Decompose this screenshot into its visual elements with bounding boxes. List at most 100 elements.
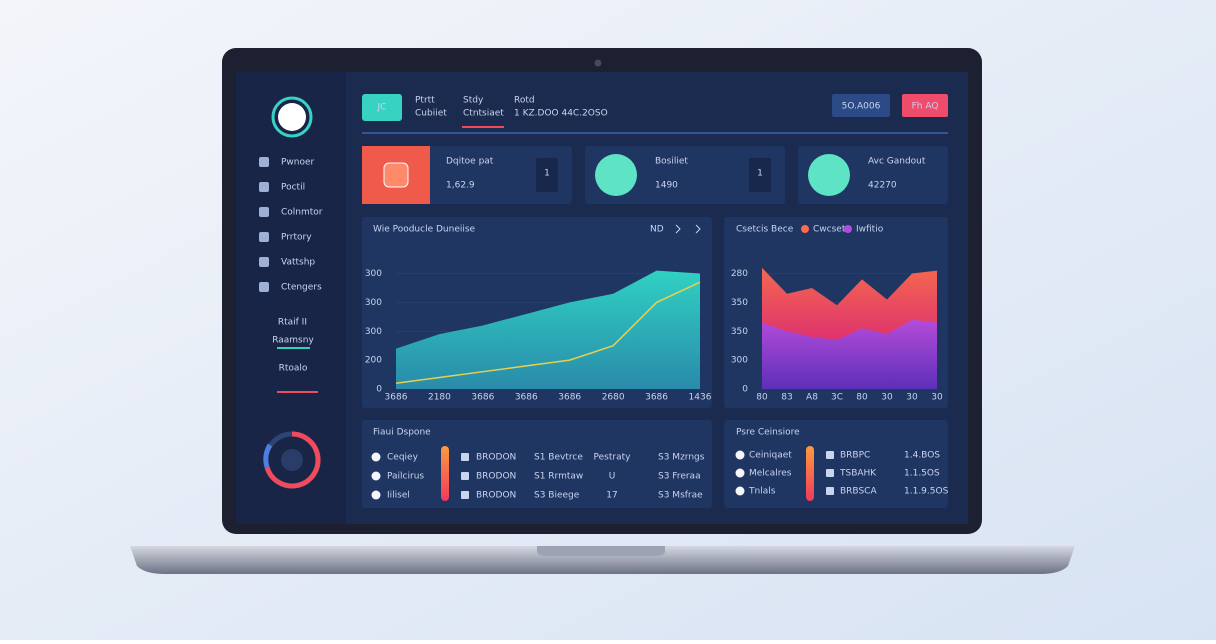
table-cell: Pailcirus <box>387 472 424 482</box>
action-button[interactable] <box>902 94 948 117</box>
stat-badge <box>749 158 771 192</box>
x-tick-label: 2180 <box>428 393 451 403</box>
menu-icon <box>259 157 269 167</box>
table-cell: 1.1.9.5OS <box>904 487 949 497</box>
table-title: Fiaui Dspone <box>373 428 431 438</box>
y-tick-label: 300 <box>365 298 382 308</box>
ui: Pwnoer Poctil Colnmtor Prrtory Vattshp Ctenge… <box>259 94 949 508</box>
row-icon <box>461 472 469 480</box>
donut-arc <box>263 443 273 468</box>
tab-sub: 1 KZ.DOO 44C.2OSO <box>514 109 608 119</box>
table-cell: S1 Rrmtaw <box>534 472 583 482</box>
table-cell: BRBSCA <box>840 487 877 497</box>
table-cell: Iilisel <box>387 491 410 501</box>
table-cell: Pestraty <box>594 453 632 463</box>
menu-icon <box>259 232 269 242</box>
table-cell: S3 Msfrae <box>658 491 703 501</box>
table-cell: BRODON <box>476 472 516 482</box>
x-tick-label: 80 <box>856 393 868 403</box>
table-cell: Melcalres <box>749 469 792 479</box>
sidebar <box>236 72 346 524</box>
table-cell: TSBAHK <box>839 469 877 479</box>
menu-icon <box>259 282 269 292</box>
logo <box>278 103 306 131</box>
x-tick-label: 3686 <box>515 393 538 403</box>
x-tick-label: 1436 <box>689 393 712 403</box>
stat-icon <box>808 154 850 196</box>
menu-item[interactable]: Vattshp <box>281 258 315 268</box>
action-label: 5O.A006 <box>842 102 881 112</box>
x-tick-label: 3686 <box>385 393 408 403</box>
area <box>762 319 937 389</box>
y-tick-label: 350 <box>731 298 748 308</box>
stat-badge <box>536 158 558 192</box>
menu-item[interactable]: Prrtory <box>281 233 312 243</box>
legend-swatch <box>801 225 809 233</box>
donut-center <box>281 449 303 471</box>
menu-item[interactable]: Poctil <box>281 183 305 193</box>
menu-icon <box>259 207 269 217</box>
table-cell: BRODON <box>476 491 516 501</box>
teal-button[interactable] <box>362 94 402 121</box>
stat-badge-value: 1 <box>544 169 550 179</box>
table-cell: 1.4.BOS <box>904 451 940 461</box>
panel <box>362 420 712 508</box>
legend-label: Cwcset <box>813 225 846 235</box>
x-tick-label: A8 <box>806 393 818 403</box>
menu-icon <box>259 257 269 267</box>
y-tick-label: 300 <box>731 356 748 366</box>
tab-label: Stdy <box>463 96 484 106</box>
y-tick-label: 350 <box>731 327 748 337</box>
laptop-base <box>130 546 1075 574</box>
tab-label: Rotd <box>514 96 535 106</box>
nav-arrow[interactable] <box>675 224 701 234</box>
menu-item[interactable]: Pwnoer <box>281 158 315 168</box>
action-button[interactable] <box>832 94 890 117</box>
y-tick-label: 280 <box>731 269 748 279</box>
chart-nav: ND <box>650 225 664 235</box>
sidebar-section: Rtaif II <box>278 318 307 328</box>
chart-title: Csetcis Bece <box>736 225 794 235</box>
menu-icon <box>259 182 269 192</box>
y-tick-label: 0 <box>376 385 382 395</box>
stat-value: 1,62.9 <box>446 181 475 191</box>
stat-icon <box>595 154 637 196</box>
sidebar-sub: Rtoalo <box>279 364 308 374</box>
donut-arc <box>264 431 321 489</box>
table-cell: 17 <box>606 491 617 501</box>
notch <box>537 546 665 556</box>
panel <box>724 420 948 508</box>
x-tick-label: 3686 <box>645 393 668 403</box>
y-tick-label: 300 <box>365 327 382 337</box>
progress-bar <box>806 446 814 501</box>
x-tick-label: 30 <box>881 393 893 403</box>
table-cell: S3 Freraa <box>658 472 701 482</box>
legend-label: Iwfitio <box>856 225 884 235</box>
stat-value: 42270 <box>868 181 897 191</box>
menu-item[interactable]: Colnmtor <box>281 208 323 218</box>
tab-sub: Cubiiet <box>415 109 447 119</box>
x-tick-label: 2680 <box>602 393 625 403</box>
menu-item[interactable]: Ctengers <box>281 283 322 293</box>
table-cell: S1 Bevtrce <box>534 453 583 463</box>
action-label: Fh AQ <box>912 102 939 112</box>
y-tick-label: 200 <box>365 356 382 366</box>
sidebar-sub: Raamsny <box>272 336 314 346</box>
stat-badge-value: 1 <box>757 169 763 179</box>
table-cell: Tnlals <box>748 487 776 497</box>
line <box>395 281 701 384</box>
chart-title: Wie Pooducle Duneiise <box>373 225 476 235</box>
x-tick-label: 3686 <box>558 393 581 403</box>
x-tick-label: 83 <box>781 393 792 403</box>
row-icon <box>461 491 469 499</box>
stat-icon-inner <box>383 162 409 188</box>
x-tick-label: 30 <box>931 393 943 403</box>
x-tick-label: 3686 <box>471 393 494 403</box>
stat-value: 1490 <box>655 181 678 191</box>
x-tick-label: 3C <box>831 393 843 403</box>
row-icon <box>371 471 381 481</box>
row-icon <box>826 451 834 459</box>
row-icon <box>461 453 469 461</box>
camera <box>594 59 602 67</box>
